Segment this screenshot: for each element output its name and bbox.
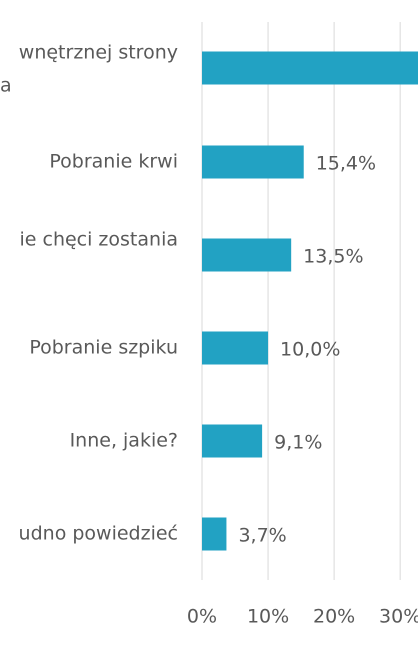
category-label: udno powiedzieć	[19, 523, 178, 545]
category-label: Pobranie krwi	[49, 151, 178, 173]
category-label: wnętrznej strony	[19, 42, 178, 64]
x-tick-label: 0%	[187, 606, 217, 628]
x-tick-label: 10%	[247, 606, 289, 628]
category-label: a	[0, 75, 12, 97]
category-label: Inne, jakie?	[70, 430, 178, 452]
value-label: 3,7%	[238, 525, 286, 547]
bar	[202, 517, 227, 551]
bar	[202, 145, 304, 179]
value-label: 13,5%	[303, 246, 363, 268]
value-label: 15,4%	[316, 153, 376, 175]
x-tick-label: 30%	[379, 606, 418, 628]
bar	[202, 331, 269, 365]
category-label: Pobranie szpiku	[29, 337, 178, 359]
value-label: 10,0%	[280, 339, 340, 361]
bar	[202, 51, 418, 85]
bar	[202, 238, 292, 272]
x-tick-label: 20%	[313, 606, 355, 628]
value-label: 9,1%	[274, 432, 322, 454]
category-label: ie chęci zostania	[19, 229, 178, 251]
bar	[202, 424, 263, 458]
